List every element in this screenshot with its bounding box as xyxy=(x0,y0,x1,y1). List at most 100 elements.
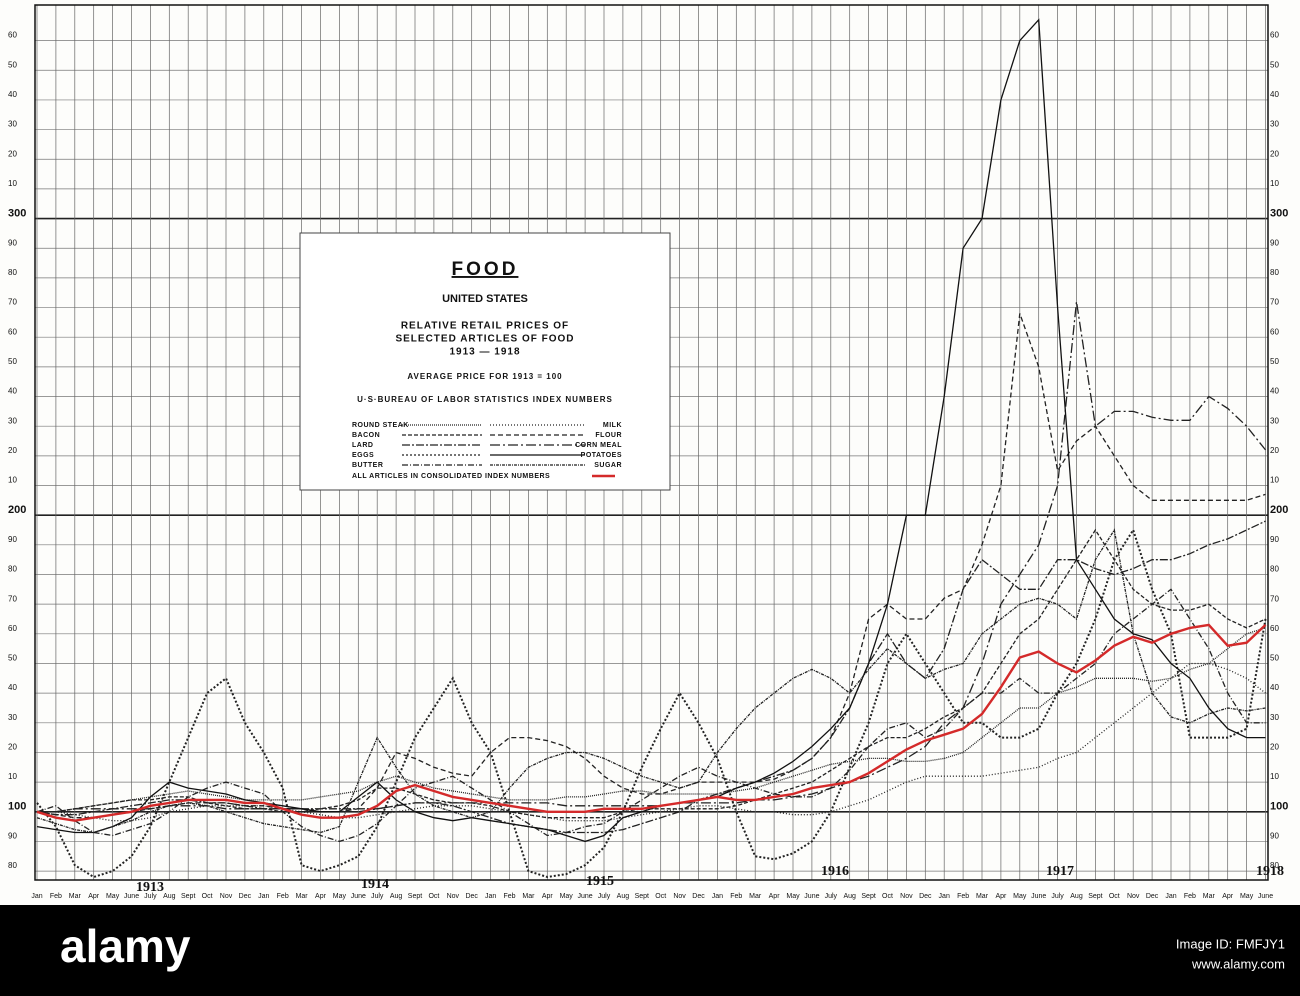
x-tick-label: Nov xyxy=(673,893,686,900)
y-tick-label: 60 xyxy=(1270,327,1279,336)
x-tick-label: July xyxy=(1051,893,1064,900)
x-tick-label: Nov xyxy=(220,893,233,900)
x-tick-label: Oct xyxy=(428,893,439,900)
x-tick-label: Jan xyxy=(31,893,42,900)
x-tick-label: Nov xyxy=(900,893,913,900)
x-tick-label: Mar xyxy=(522,893,535,900)
y-tick-label: 10 xyxy=(1270,476,1279,485)
x-tick-label: June xyxy=(578,893,593,900)
x-tick-label: Apr xyxy=(315,893,327,900)
x-tick-label: May xyxy=(1240,893,1254,900)
year-label: 1915 xyxy=(586,874,614,889)
source: U·S·BUREAU OF LABOR STATISTICS INDEX NUM… xyxy=(357,395,613,404)
series-line xyxy=(36,313,1266,819)
x-tick-label: Feb xyxy=(277,893,289,900)
year-label: 1914 xyxy=(361,877,389,892)
y-tick-label: 100 xyxy=(8,801,26,813)
x-tick-label: Oct xyxy=(882,893,893,900)
legend-label: BUTTER xyxy=(352,462,383,469)
year-label: 1918 xyxy=(1256,864,1284,879)
y-tick-label: 30 xyxy=(8,713,17,722)
x-tick-label: July xyxy=(825,893,838,900)
series-line xyxy=(36,18,1266,843)
x-tick-label: Feb xyxy=(503,893,515,900)
y-tick-label: 200 xyxy=(8,504,26,516)
x-tick-label: Dec xyxy=(1146,893,1159,900)
x-tick-label: Aug xyxy=(843,893,856,900)
x-tick-label: Sept xyxy=(1088,893,1102,900)
y-tick-label: 90 xyxy=(8,238,17,247)
description: SELECTED ARTICLES OF FOOD xyxy=(395,334,574,345)
x-tick-label: Feb xyxy=(50,893,62,900)
x-tick-label: Apr xyxy=(88,893,100,900)
legend-box xyxy=(299,232,671,491)
y-tick-label: 50 xyxy=(1270,654,1279,663)
y-tick-label: 10 xyxy=(8,476,17,485)
legend-label: CORN MEAL xyxy=(575,442,622,449)
x-tick-label: Oct xyxy=(655,893,666,900)
y-tick-label: 80 xyxy=(1270,268,1279,277)
x-tick-label: Apr xyxy=(995,893,1007,900)
plot-frame xyxy=(34,4,1269,881)
legend-label: POTATOES xyxy=(581,452,622,459)
x-tick-label: May xyxy=(333,893,347,900)
x-tick-label: June xyxy=(124,893,139,900)
x-tick-label: Nov xyxy=(1127,893,1140,900)
legend-label: SUGAR xyxy=(594,462,622,469)
x-tick-label: Dec xyxy=(692,893,705,900)
y-tick-label: 70 xyxy=(1270,298,1279,307)
y-tick-label: 40 xyxy=(1270,387,1279,396)
y-tick-label: 20 xyxy=(1270,149,1279,158)
x-tick-label: Feb xyxy=(1184,893,1196,900)
x-tick-label: June xyxy=(804,893,819,900)
legend-label: LARD xyxy=(352,442,373,449)
y-tick-label: 200 xyxy=(1270,504,1288,516)
x-tick-label: Sept xyxy=(635,893,649,900)
y-tick-label: 40 xyxy=(1270,683,1279,692)
y-tick-label: 60 xyxy=(1270,31,1279,40)
watermark-brand: alamy xyxy=(60,920,191,972)
series-line xyxy=(36,528,1266,834)
x-tick-label: Dec xyxy=(919,893,932,900)
x-tick-label: Jan xyxy=(712,893,723,900)
x-tick-label: July xyxy=(598,893,611,900)
y-tick-label: 90 xyxy=(1270,535,1279,544)
y-tick-label: 20 xyxy=(1270,446,1279,455)
y-tick-label: 60 xyxy=(8,327,17,336)
y-tick-label: 80 xyxy=(8,565,17,574)
y-tick-label: 40 xyxy=(1270,90,1279,99)
y-tick-label: 50 xyxy=(1270,60,1279,69)
y-tick-label: 80 xyxy=(8,861,17,870)
x-tick-label: May xyxy=(786,893,800,900)
x-tick-label: June xyxy=(1031,893,1046,900)
y-tick-label: 90 xyxy=(8,832,17,841)
x-tick-label: July xyxy=(371,893,384,900)
y-tick-label: 80 xyxy=(1270,565,1279,574)
legend-label: BACON xyxy=(352,432,380,439)
x-tick-label: July xyxy=(144,893,157,900)
x-tick-label: Aug xyxy=(163,893,176,900)
y-tick-label: 40 xyxy=(8,90,17,99)
lines xyxy=(36,18,1267,879)
y-tick-label: 60 xyxy=(8,31,17,40)
x-tick-label: Mar xyxy=(976,893,989,900)
y-tick-label: 40 xyxy=(8,387,17,396)
y-tick-label: 50 xyxy=(8,60,17,69)
y-tick-label: 10 xyxy=(1270,179,1279,188)
legend-label: MILK xyxy=(603,422,622,429)
y-tick-label: 50 xyxy=(1270,357,1279,366)
x-tick-label: May xyxy=(106,893,120,900)
x-tick-label: Feb xyxy=(730,893,742,900)
x-tick-label: Nov xyxy=(447,893,460,900)
x-tick-label: Mar xyxy=(69,893,82,900)
x-tick-label: Dec xyxy=(465,893,478,900)
chart-subtitle: UNITED STATES xyxy=(442,293,528,305)
year-label: 1916 xyxy=(821,864,849,879)
y-tick-label: 30 xyxy=(8,120,17,129)
x-tick-label: Mar xyxy=(749,893,762,900)
x-tick-label: Jan xyxy=(258,893,269,900)
x-tick-label: Sept xyxy=(181,893,195,900)
x-tick-label: Aug xyxy=(1070,893,1083,900)
